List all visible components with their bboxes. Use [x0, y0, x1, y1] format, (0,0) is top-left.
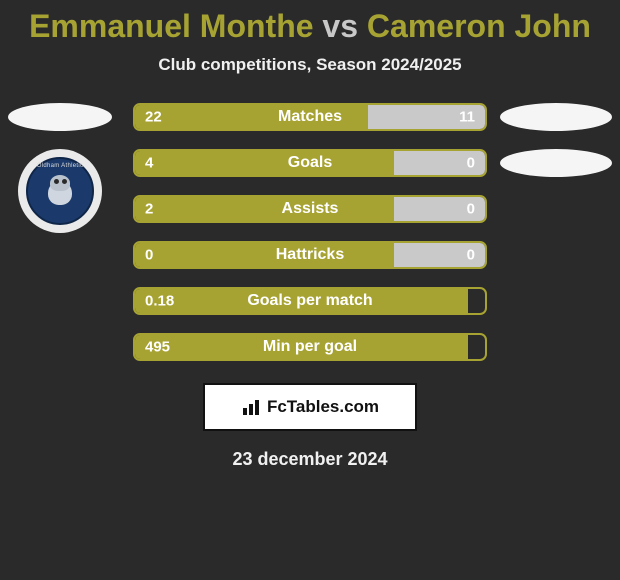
right-segment	[394, 243, 485, 267]
ellipse-placeholder-icon	[500, 103, 612, 131]
stat-row: Min per goal495	[133, 333, 487, 361]
comparison-infographic: Emmanuel Monthe vs Cameron John Club com…	[0, 0, 620, 470]
stat-row: Goals40	[133, 149, 487, 177]
owl-icon	[42, 173, 78, 209]
left-crest-column: Oldham Athletic	[8, 103, 112, 233]
stat-row: Goals per match0.18	[133, 287, 487, 315]
left-segment	[135, 105, 368, 129]
right-segment	[368, 105, 485, 129]
subtitle: Club competitions, Season 2024/2025	[0, 55, 620, 75]
club-badge-text: Oldham Athletic	[37, 163, 84, 169]
date-label: 23 december 2024	[0, 449, 620, 470]
left-segment	[135, 335, 468, 359]
right-segment	[394, 151, 485, 175]
vs-label: vs	[322, 8, 358, 44]
right-segment	[394, 197, 485, 221]
club-badge-left: Oldham Athletic	[18, 149, 102, 233]
stat-row: Matches2211	[133, 103, 487, 131]
brand-text: FcTables.com	[267, 397, 379, 417]
left-segment	[135, 289, 468, 313]
stat-row: Hattricks00	[133, 241, 487, 269]
left-segment	[135, 243, 394, 267]
brand-box: FcTables.com	[203, 383, 417, 431]
player2-name: Cameron John	[367, 8, 591, 44]
stat-row: Assists20	[133, 195, 487, 223]
ellipse-placeholder-icon	[500, 149, 612, 177]
stage: Oldham Athletic Matches2211 Goals40 Assist…	[0, 103, 620, 361]
comparison-bars: Matches2211 Goals40 Assists20 Hattricks00 Go…	[133, 103, 487, 361]
player1-name: Emmanuel Monthe	[29, 8, 313, 44]
left-segment	[135, 151, 394, 175]
ellipse-placeholder-icon	[8, 103, 112, 131]
barchart-icon	[241, 399, 261, 415]
left-segment	[135, 197, 394, 221]
club-badge-inner: Oldham Athletic	[26, 157, 94, 225]
right-crest-column	[500, 103, 612, 177]
page-title: Emmanuel Monthe vs Cameron John	[0, 8, 620, 45]
